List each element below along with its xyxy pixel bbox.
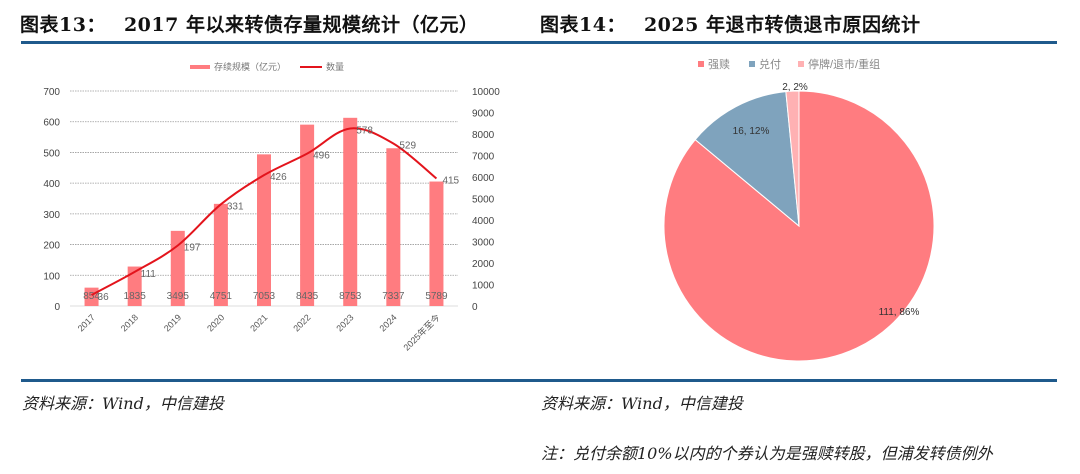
right-axis-tick: 8000 bbox=[472, 130, 495, 141]
line-value-label: 415 bbox=[442, 176, 459, 187]
x-axis-label: 2025年至今 bbox=[401, 312, 442, 353]
legend-label: 兑付 bbox=[759, 57, 781, 71]
legend-swatch bbox=[798, 61, 804, 67]
right-axis-tick: 5000 bbox=[472, 195, 495, 206]
left-axis-tick: 0 bbox=[54, 302, 60, 313]
figure-13-label: 图表13： bbox=[20, 14, 106, 36]
pie-slice-2 bbox=[785, 90, 800, 227]
bar-value-label: 4751 bbox=[210, 291, 233, 302]
x-axis-label: 2017 bbox=[76, 312, 97, 333]
combo-chart: 存续规模（亿元） 数量010020030040050060070001000200… bbox=[43, 61, 500, 353]
figure-14-label: 图表14： bbox=[540, 14, 626, 36]
pie-legend: 强赎 兑付 停牌/退市/重组 bbox=[698, 57, 880, 71]
bar-value-label: 8753 bbox=[339, 291, 362, 302]
line-value-label: 111 bbox=[141, 269, 157, 280]
legend-label: 停牌/退市/重组 bbox=[808, 57, 880, 71]
bar-value-label: 5789 bbox=[425, 291, 448, 302]
pie-chart: 强赎 兑付 停牌/退市/重组 111, 86% 16, 12% 2, 2% bbox=[663, 57, 935, 362]
bar-value-label: 7053 bbox=[253, 291, 276, 302]
bar-2019 bbox=[170, 230, 185, 306]
bar-2018 bbox=[127, 266, 142, 306]
x-axis-label: 2019 bbox=[162, 312, 183, 333]
legend-bar-swatch bbox=[190, 65, 210, 69]
bar-2025年至今 bbox=[429, 181, 444, 306]
pie-data-label: 2, 2% bbox=[782, 82, 808, 93]
figure-13-title-text: 2017 年以来转债存量规模统计（亿元） bbox=[123, 14, 479, 36]
bar-value-label: 7337 bbox=[382, 291, 405, 302]
legend-swatch bbox=[698, 61, 704, 67]
bar-2023 bbox=[343, 117, 358, 306]
right-axis-tick: 3000 bbox=[472, 238, 495, 249]
left-axis-tick: 100 bbox=[43, 271, 60, 282]
left-axis-tick: 200 bbox=[43, 241, 60, 252]
legend-label: 强赎 bbox=[708, 57, 730, 71]
line-value-label: 578 bbox=[356, 125, 373, 136]
figure-13-title: 图表13： 2017 年以来转债存量规模统计（亿元） bbox=[20, 10, 478, 37]
x-axis-label: 2022 bbox=[291, 312, 312, 333]
legend-swatch bbox=[749, 61, 755, 67]
figure-14-source: 资料来源：Wind，中信建投 bbox=[541, 394, 743, 413]
right-axis-tick: 2000 bbox=[472, 259, 495, 270]
legend-line-label: 数量 bbox=[326, 61, 344, 72]
chart-legend: 存续规模（亿元） 数量 bbox=[190, 61, 344, 72]
bar-2020 bbox=[213, 203, 228, 306]
bar-2024 bbox=[386, 148, 401, 306]
right-axis-tick: 4000 bbox=[472, 216, 495, 227]
line-value-label: 331 bbox=[227, 201, 244, 212]
legend-line-swatch bbox=[300, 66, 322, 68]
right-axis-tick: 10000 bbox=[472, 87, 500, 98]
bar-2022 bbox=[300, 124, 315, 307]
pie-data-label: 111, 86% bbox=[879, 307, 920, 318]
line-value-label: 197 bbox=[184, 242, 201, 253]
bar-value-label: 854 bbox=[83, 291, 100, 302]
count-line bbox=[91, 127, 438, 296]
left-axis-tick: 500 bbox=[43, 148, 60, 159]
right-axis-tick: 9000 bbox=[472, 109, 495, 120]
left-axis-tick: 400 bbox=[43, 179, 60, 190]
figure-13-source: 资料来源：Wind，中信建投 bbox=[22, 394, 224, 413]
right-axis-tick: 0 bbox=[472, 302, 478, 313]
pie-data-label: 16, 12% bbox=[733, 126, 770, 137]
figure-14-title: 图表14： 2025 年退市转债退市原因统计 bbox=[540, 10, 920, 37]
figure-13-bottom-rule bbox=[21, 379, 540, 382]
x-axis-label: 2024 bbox=[378, 312, 399, 333]
right-axis-tick: 7000 bbox=[472, 152, 495, 163]
x-axis-label: 2021 bbox=[248, 312, 269, 333]
x-axis-label: 2018 bbox=[119, 312, 140, 333]
bar-2021 bbox=[257, 154, 271, 306]
left-axis-tick: 300 bbox=[43, 210, 60, 221]
line-value-label: 496 bbox=[313, 151, 330, 162]
figure-14-title-text: 2025 年退市转债退市原因统计 bbox=[643, 14, 921, 36]
bar-value-label: 1835 bbox=[124, 291, 147, 302]
figure-14-note: 注：兑付余额10%以内的个券认为是强赎转股，但浦发转债例外 bbox=[541, 444, 993, 463]
line-value-label: 36 bbox=[98, 292, 110, 303]
line-value-label: 529 bbox=[399, 141, 416, 152]
line-value-label: 426 bbox=[270, 172, 287, 183]
bar-value-label: 8435 bbox=[296, 291, 319, 302]
left-axis-tick: 700 bbox=[43, 87, 60, 98]
figure-14-top-rule bbox=[540, 41, 1057, 44]
legend-bar-label: 存续规模（亿元） bbox=[214, 61, 286, 72]
right-axis-tick: 6000 bbox=[472, 173, 495, 184]
figure-14-bottom-rule bbox=[540, 379, 1057, 382]
x-axis-label: 2020 bbox=[205, 312, 226, 333]
right-axis-tick: 1000 bbox=[472, 281, 495, 292]
left-axis-tick: 600 bbox=[43, 118, 60, 129]
figure-13-top-rule bbox=[21, 41, 540, 44]
pie-slice-1 bbox=[694, 91, 800, 228]
x-axis-label: 2023 bbox=[334, 312, 355, 333]
bar-value-label: 3495 bbox=[167, 291, 190, 302]
